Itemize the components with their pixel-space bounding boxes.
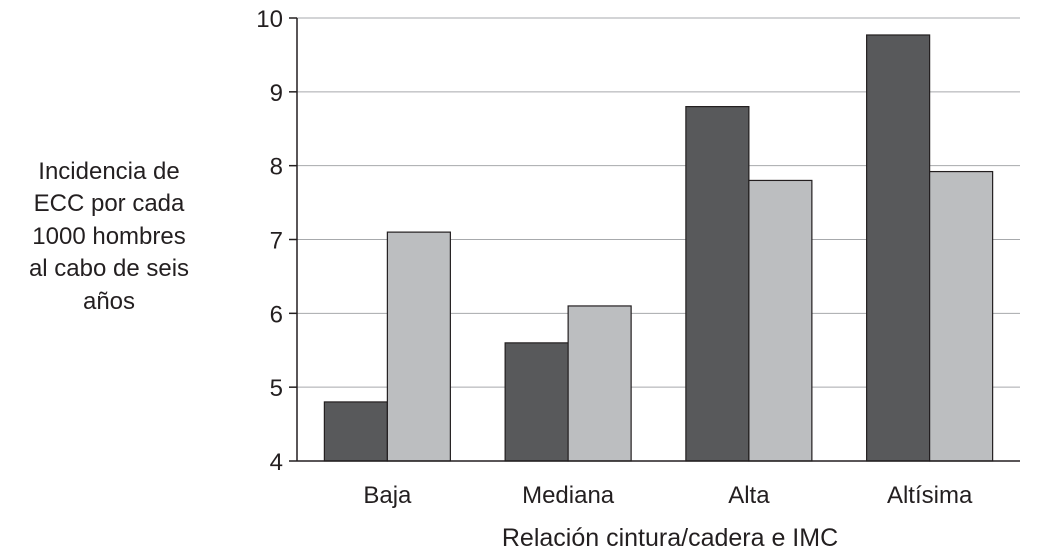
- x-tick-label: Baja: [363, 482, 412, 509]
- y-axis-label-line: ECC por cada: [33, 190, 185, 218]
- x-tick-label: Alta: [728, 482, 770, 509]
- axes: [289, 17, 1020, 462]
- bar: [386, 231, 451, 462]
- y-axis-label-line: años: [82, 287, 136, 315]
- y-tick-label: 7: [270, 228, 283, 255]
- bar: [504, 342, 569, 462]
- bar: [685, 105, 750, 462]
- y-tick-label: 4: [270, 449, 283, 476]
- bar: [929, 170, 994, 462]
- y-axis-label: Incidencia de ECC por cada 1000 hombres …: [0, 156, 218, 318]
- x-tick-label: Mediana: [522, 482, 615, 509]
- y-tick-labels: 4 5 6 7 8 9 10: [256, 6, 283, 476]
- x-tick-labels: Baja Mediana Alta Altísima: [363, 482, 973, 509]
- y-tick-label: 8: [270, 154, 283, 181]
- bar: [323, 401, 388, 462]
- bar: [567, 305, 632, 462]
- y-axis-label-line: 1000 hombres: [32, 222, 186, 250]
- y-axis-label-line: Incidencia de: [38, 158, 180, 185]
- x-tick-label: Altísima: [887, 482, 973, 509]
- bars: [323, 34, 994, 462]
- y-tick-label: 5: [270, 375, 283, 402]
- bar: [748, 179, 813, 462]
- y-tick-label: 6: [270, 301, 283, 328]
- x-axis-label: Relación cintura/cadera e IMC: [502, 524, 838, 552]
- bar: [866, 34, 931, 462]
- y-tick-label: 10: [256, 6, 283, 33]
- y-axis-label-line: al cabo de seis: [28, 255, 190, 283]
- y-tick-label: 9: [270, 80, 283, 107]
